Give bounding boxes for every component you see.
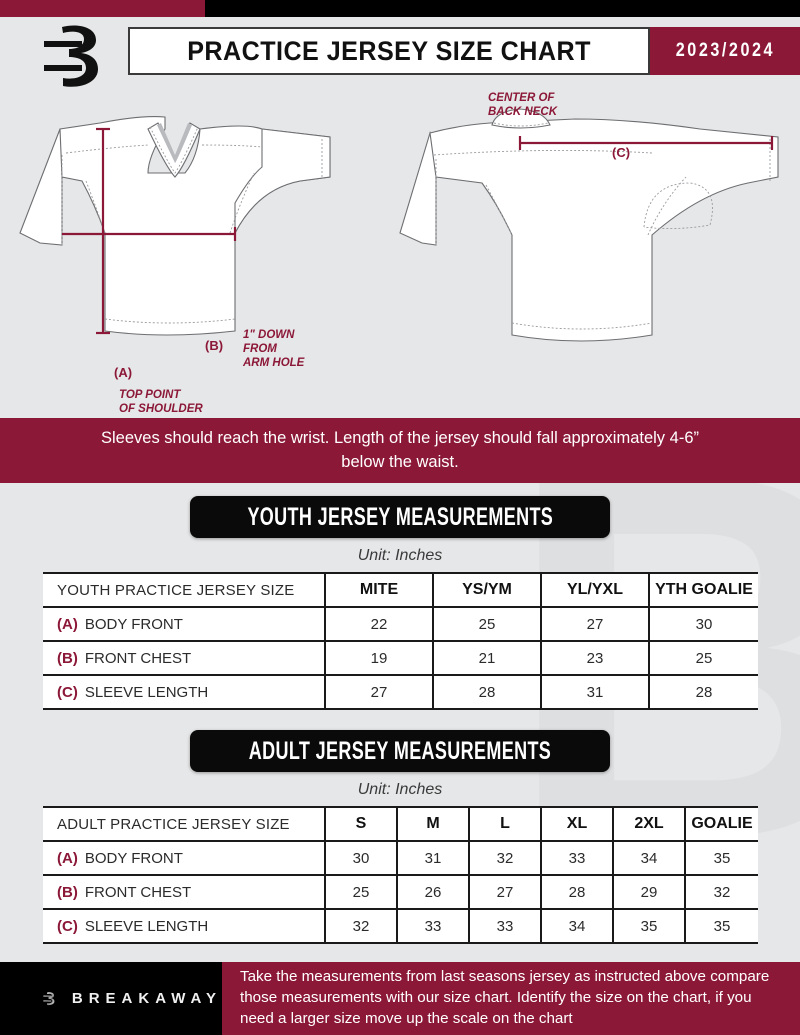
adult-cell-0-3: 33 <box>540 840 613 876</box>
dim-c-label: (C) <box>612 145 630 160</box>
youth-col-2: YL/YXL <box>540 572 649 608</box>
fit-note-text: Sleeves should reach the wrist. Length o… <box>101 429 699 471</box>
youth-cell-0-1: 25 <box>432 606 541 642</box>
table-row: (C) SLEEVE LENGTH 32 33 33 34 35 35 <box>43 908 758 944</box>
youth-cell-0-3: 30 <box>648 606 758 642</box>
adult-col-0: S <box>324 806 397 842</box>
jersey-diagram-panel: .jline{fill:#fff;stroke:#6d6e71;stroke-w… <box>0 85 800 415</box>
page-title-box: PRACTICE JERSEY SIZE CHART <box>128 27 650 75</box>
youth-row-1-label: (B) FRONT CHEST <box>43 640 325 676</box>
adult-cell-0-4: 34 <box>612 840 685 876</box>
youth-row-2-tag: (C) <box>57 683 78 701</box>
youth-unit-label: Unit: Inches <box>357 547 443 564</box>
adult-measurements-table: ADULT PRACTICE JERSEY SIZE S M L XL 2XL … <box>43 806 758 944</box>
adult-cell-2-3: 34 <box>540 908 613 944</box>
dim-a-label: (A) <box>114 365 132 380</box>
youth-row-0-label: (A) BODY FRONT <box>43 606 325 642</box>
adult-unit-label: Unit: Inches <box>357 781 443 798</box>
adult-col-3: XL <box>540 806 613 842</box>
adult-cell-0-0: 30 <box>324 840 397 876</box>
footer-brand: BREAKAWAY <box>0 962 222 1035</box>
footer-wordmark: BREAKAWAY <box>71 990 222 1007</box>
adult-row-2-label: (C) SLEEVE LENGTH <box>43 908 325 944</box>
adult-row-0-tag: (A) <box>57 849 78 867</box>
dim-a-note-line1: TOP POINT <box>119 389 181 401</box>
youth-col-3: YTH GOALIE <box>648 572 758 608</box>
youth-section-heading: YOUTH JERSEY MEASUREMENTS <box>190 496 610 538</box>
youth-cell-2-2: 31 <box>540 674 649 710</box>
adult-cell-2-1: 33 <box>396 908 469 944</box>
page-footer: BREAKAWAY Take the measurements from las… <box>0 962 800 1035</box>
adult-col-2: L <box>468 806 541 842</box>
back-neck-note-line2: BACK NECK <box>488 106 558 118</box>
footer-instructions: Take the measurements from last seasons … <box>222 962 800 1035</box>
breakaway-b-logo-icon <box>36 21 116 93</box>
youth-measurements-table: YOUTH PRACTICE JERSEY SIZE MITE YS/YM YL… <box>43 572 758 710</box>
youth-col-1: YS/YM <box>432 572 541 608</box>
youth-heading-label: YOUTH JERSEY MEASUREMENTS <box>247 502 553 531</box>
page-header: PRACTICE JERSEY SIZE CHART 2023/2024 <box>0 17 800 87</box>
youth-cell-1-3: 25 <box>648 640 758 676</box>
adult-row-1-label: (B) FRONT CHEST <box>43 874 325 910</box>
adult-cell-2-5: 35 <box>684 908 758 944</box>
jersey-front-illustration: (B) (A) TOP POINT OF SHOULDER 1" DOWN FR… <box>19 116 331 415</box>
youth-size-header: YOUTH PRACTICE JERSEY SIZE <box>43 572 325 608</box>
adult-cell-1-0: 25 <box>324 874 397 910</box>
adult-cell-0-1: 31 <box>396 840 469 876</box>
adult-row-1-tag: (B) <box>57 883 78 901</box>
adult-cell-0-5: 35 <box>684 840 758 876</box>
top-bar-maroon <box>0 0 205 17</box>
table-header-row: ADULT PRACTICE JERSEY SIZE S M L XL 2XL … <box>43 806 758 842</box>
dim-b-note-line3: ARM HOLE <box>242 357 305 369</box>
adult-cell-1-2: 27 <box>468 874 541 910</box>
table-row: (B) FRONT CHEST 25 26 27 28 29 32 <box>43 874 758 910</box>
fit-note-banner: Sleeves should reach the wrist. Length o… <box>0 418 800 483</box>
season-label: 2023/2024 <box>675 40 775 61</box>
youth-row-1-tag: (B) <box>57 649 78 667</box>
adult-section-heading: ADULT JERSEY MEASUREMENTS <box>190 730 610 772</box>
table-row: (A) BODY FRONT 30 31 32 33 34 35 <box>43 840 758 876</box>
jersey-back-illustration: (C) CENTER OF BACK NECK <box>399 92 779 342</box>
table-row: (B) FRONT CHEST 19 21 23 25 <box>43 640 758 676</box>
season-badge: 2023/2024 <box>650 27 800 75</box>
adult-row-0-label: (A) BODY FRONT <box>43 840 325 876</box>
adult-cell-1-3: 28 <box>540 874 613 910</box>
footer-instructions-text: Take the measurements from last seasons … <box>240 968 770 1027</box>
adult-size-header: ADULT PRACTICE JERSEY SIZE <box>43 806 325 842</box>
back-neck-note-line1: CENTER OF <box>488 92 555 104</box>
youth-cell-2-1: 28 <box>432 674 541 710</box>
dim-b-note-line1: 1" DOWN <box>243 329 295 341</box>
table-row: (C) SLEEVE LENGTH 27 28 31 28 <box>43 674 758 710</box>
adult-col-4: 2XL <box>612 806 685 842</box>
youth-cell-1-1: 21 <box>432 640 541 676</box>
adult-cell-1-4: 29 <box>612 874 685 910</box>
youth-cell-1-0: 19 <box>324 640 433 676</box>
youth-cell-0-0: 22 <box>324 606 433 642</box>
adult-cell-2-2: 33 <box>468 908 541 944</box>
dim-b-note-line2: FROM <box>243 343 277 355</box>
adult-heading-label: ADULT JERSEY MEASUREMENTS <box>248 736 552 765</box>
adult-col-5: GOALIE <box>684 806 758 842</box>
youth-cell-2-0: 27 <box>324 674 433 710</box>
adult-col-1: M <box>396 806 469 842</box>
youth-cell-2-3: 28 <box>648 674 758 710</box>
adult-cell-1-1: 26 <box>396 874 469 910</box>
youth-col-0: MITE <box>324 572 433 608</box>
youth-row-2-label: (C) SLEEVE LENGTH <box>43 674 325 710</box>
dim-a-note-line2: OF SHOULDER <box>119 403 203 415</box>
dim-b-label: (B) <box>205 338 223 353</box>
breakaway-b-logo-icon <box>43 991 55 1005</box>
adult-cell-2-0: 32 <box>324 908 397 944</box>
adult-cell-0-2: 32 <box>468 840 541 876</box>
adult-cell-2-4: 35 <box>612 908 685 944</box>
adult-row-2-tag: (C) <box>57 917 78 935</box>
youth-row-0-tag: (A) <box>57 615 78 633</box>
youth-cell-0-2: 27 <box>540 606 649 642</box>
page-title: PRACTICE JERSEY SIZE CHART <box>187 35 591 66</box>
youth-cell-1-2: 23 <box>540 640 649 676</box>
table-row: (A) BODY FRONT 22 25 27 30 <box>43 606 758 642</box>
table-header-row: YOUTH PRACTICE JERSEY SIZE MITE YS/YM YL… <box>43 572 758 608</box>
adult-cell-1-5: 32 <box>684 874 758 910</box>
